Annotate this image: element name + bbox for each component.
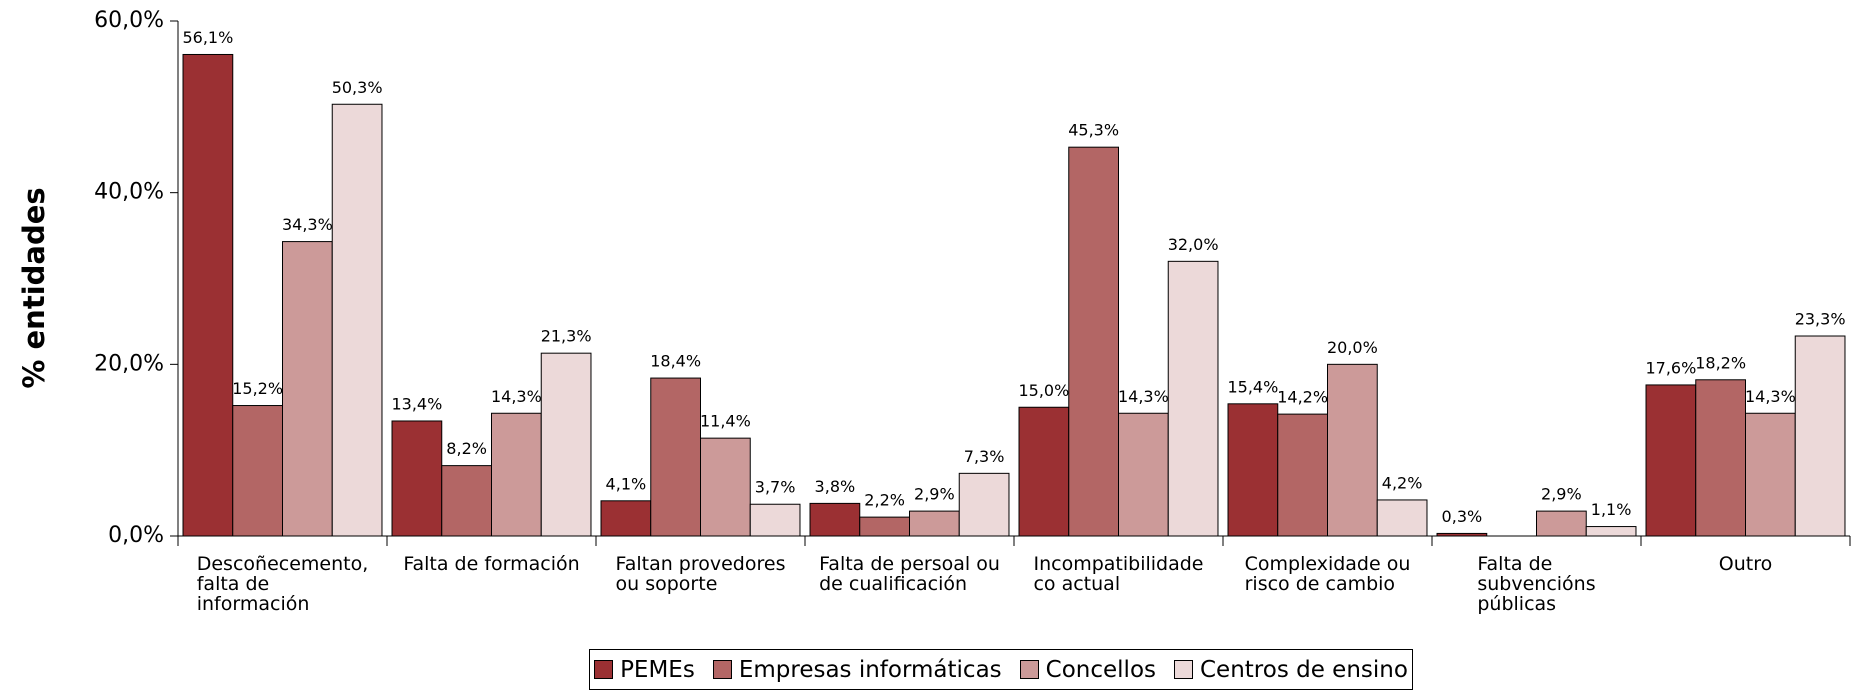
bar bbox=[1695, 379, 1747, 537]
x-tick-label: Faltan provedores ou soporte bbox=[615, 553, 786, 595]
x-tick-label-box: Falta de formación bbox=[387, 554, 596, 574]
bar bbox=[441, 465, 492, 537]
data-label: 15,4% bbox=[1227, 377, 1278, 396]
x-tick-label-box: Faltan provedores ou soporte bbox=[596, 554, 805, 594]
bar bbox=[1376, 499, 1428, 537]
legend-swatch bbox=[712, 660, 732, 679]
bar bbox=[232, 405, 283, 537]
bar bbox=[1118, 412, 1169, 537]
data-label: 14,3% bbox=[491, 387, 542, 406]
bar bbox=[1794, 335, 1846, 537]
y-tick-label: 0,0% bbox=[108, 523, 164, 548]
legend-label: Empresas informáticas bbox=[738, 656, 1002, 683]
x-tick-label: Falta de subvencións públicas bbox=[1477, 553, 1596, 615]
x-tick-label: Outro bbox=[1718, 553, 1773, 575]
x-tick-label-box: Descoñecemento, falta de información bbox=[178, 554, 387, 614]
legend-label: PEMEs bbox=[620, 656, 695, 683]
data-label: 2,9% bbox=[914, 485, 955, 504]
bar bbox=[1068, 146, 1120, 537]
x-tick-label-box: Complexidade ou risco de cambio bbox=[1223, 554, 1432, 594]
legend-item: Empresas informáticas bbox=[712, 656, 1002, 683]
data-label: 21,3% bbox=[541, 327, 592, 346]
y-tick-label: 60,0% bbox=[94, 8, 164, 33]
legend-item: PEMEs bbox=[594, 657, 695, 683]
y-axis-label: % entidades bbox=[17, 187, 51, 388]
y-tick-label: 40,0% bbox=[94, 180, 164, 205]
legend: PEMEs Empresas informáticas Concellos Centr… bbox=[589, 649, 1413, 690]
data-label: 18,4% bbox=[650, 352, 701, 371]
data-label: 14,3% bbox=[1745, 387, 1796, 406]
legend-swatch bbox=[594, 660, 614, 679]
data-label: 1,1% bbox=[1591, 500, 1632, 519]
legend-swatch bbox=[1174, 660, 1193, 679]
data-label: 4,2% bbox=[1382, 473, 1423, 492]
x-tick-label-box: Incompatibilidade co actual bbox=[1014, 554, 1223, 594]
x-tick-label: Incompatibilidade co actual bbox=[1033, 553, 1204, 595]
legend-swatch bbox=[1019, 660, 1039, 679]
data-label: 3,7% bbox=[755, 478, 796, 497]
bar bbox=[600, 500, 652, 537]
bar bbox=[1167, 260, 1219, 537]
x-tick-label-box: Falta de persoal ou de cualificación bbox=[805, 554, 1014, 594]
data-label: 14,2% bbox=[1277, 388, 1328, 407]
data-label: 15,0% bbox=[1018, 381, 1069, 400]
bar bbox=[1745, 412, 1796, 537]
x-tick-label-box: Falta de subvencións públicas bbox=[1432, 554, 1641, 614]
data-label: 7,3% bbox=[964, 447, 1005, 466]
x-tick-label: Falta de formación bbox=[403, 553, 580, 575]
legend-label: Concellos bbox=[1045, 656, 1156, 683]
bar bbox=[1227, 403, 1279, 537]
bar bbox=[700, 437, 751, 537]
data-label: 2,9% bbox=[1541, 485, 1582, 504]
y-tick-label: 20,0% bbox=[94, 351, 164, 376]
bar bbox=[1645, 384, 1697, 537]
bar bbox=[859, 516, 910, 537]
bar bbox=[958, 472, 1010, 537]
data-label: 23,3% bbox=[1795, 310, 1846, 329]
data-label: 32,0% bbox=[1168, 235, 1219, 254]
bar bbox=[540, 352, 592, 537]
bar bbox=[1018, 406, 1070, 537]
bar bbox=[282, 241, 333, 537]
x-tick-label: Complexidade ou risco de cambio bbox=[1244, 553, 1411, 595]
data-label: 11,4% bbox=[700, 412, 751, 431]
data-label: 34,3% bbox=[282, 215, 333, 234]
data-label: 20,0% bbox=[1327, 338, 1378, 357]
data-label: 45,3% bbox=[1068, 121, 1119, 140]
data-label: 3,8% bbox=[815, 477, 856, 496]
legend-item: Concellos bbox=[1019, 656, 1156, 683]
bar bbox=[1277, 413, 1329, 537]
data-label: 50,3% bbox=[332, 78, 383, 97]
data-label: 0,3% bbox=[1442, 507, 1483, 526]
legend-item: Centros de ensino bbox=[1174, 657, 1408, 683]
bar bbox=[1585, 526, 1637, 537]
bar bbox=[650, 377, 701, 537]
bar bbox=[331, 103, 383, 537]
bar bbox=[391, 420, 443, 537]
legend-label: Centros de ensino bbox=[1200, 656, 1408, 683]
data-label: 17,6% bbox=[1645, 358, 1696, 377]
bar bbox=[809, 502, 861, 537]
data-label: 14,3% bbox=[1118, 387, 1169, 406]
data-label: 15,2% bbox=[232, 379, 283, 398]
bar bbox=[1436, 532, 1488, 537]
bar bbox=[1536, 510, 1587, 537]
data-label: 2,2% bbox=[864, 491, 905, 510]
bar bbox=[182, 53, 234, 537]
bar bbox=[1327, 363, 1378, 537]
bar bbox=[749, 503, 801, 537]
data-label: 18,2% bbox=[1695, 353, 1746, 372]
data-label: 13,4% bbox=[391, 394, 442, 413]
data-label: 56,1% bbox=[182, 28, 233, 47]
bar bbox=[909, 510, 960, 537]
x-tick-label: Falta de persoal ou de cualificación bbox=[819, 553, 1000, 595]
bar bbox=[491, 412, 542, 537]
data-label: 4,1% bbox=[606, 474, 647, 493]
x-tick-label: Descoñecemento, falta de información bbox=[196, 553, 369, 615]
data-label: 8,2% bbox=[446, 439, 487, 458]
x-tick-label-box: Outro bbox=[1641, 554, 1850, 574]
